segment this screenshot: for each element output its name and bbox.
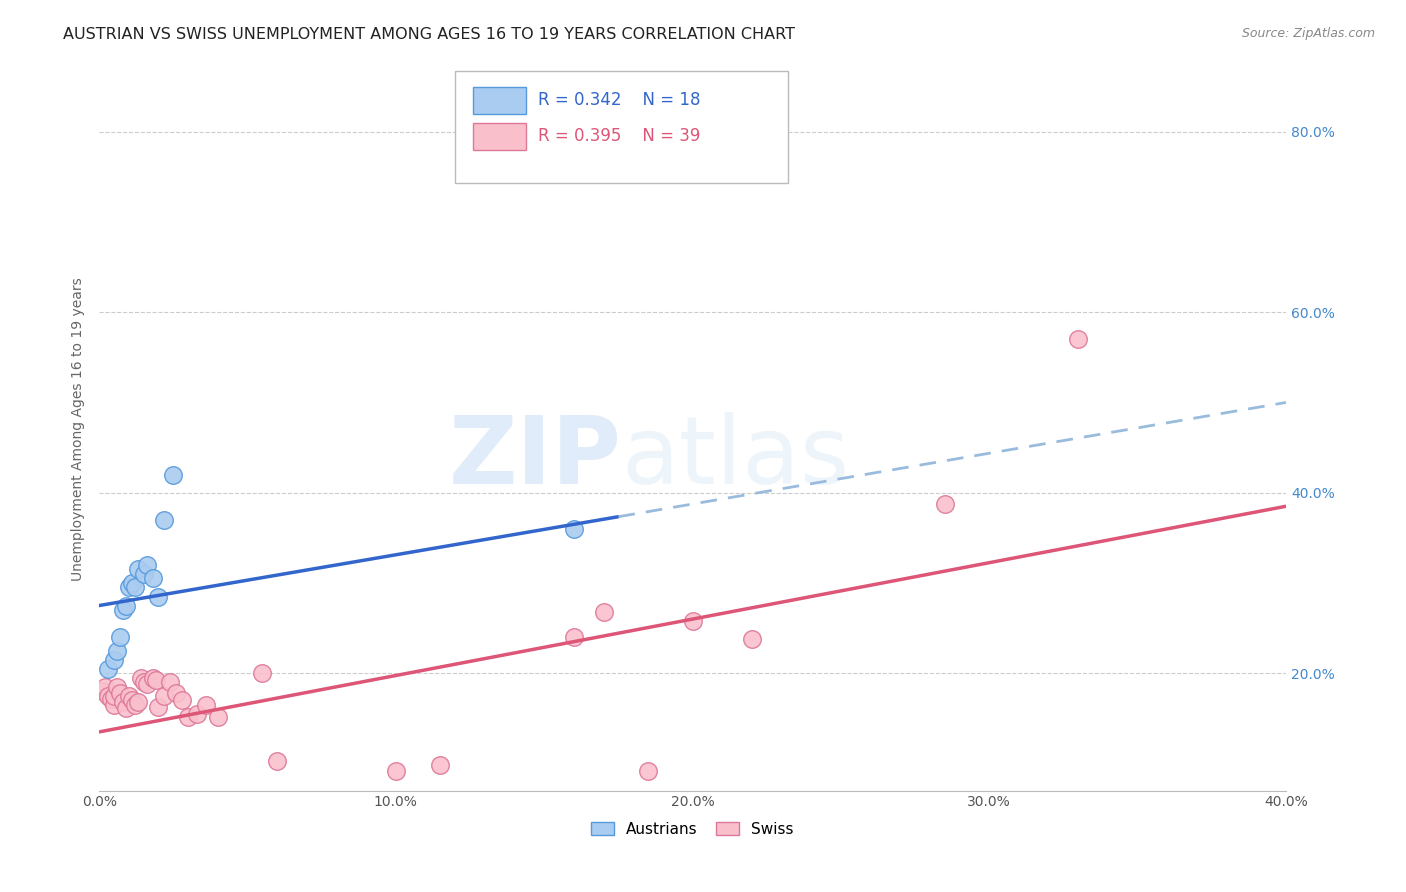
Point (252, 666, 274, 681)
Point (562, 630, 585, 644)
Point (103, 689, 125, 703)
Point (118, 581, 141, 595)
Text: Source: ZipAtlas.com: Source: ZipAtlas.com (1241, 27, 1375, 40)
Point (121, 576, 143, 591)
Text: ZIP: ZIP (449, 412, 621, 505)
Point (103, 653, 125, 667)
Point (111, 603, 134, 617)
Point (682, 125, 704, 139)
Point (177, 709, 200, 723)
Point (132, 675, 155, 690)
Point (121, 693, 143, 707)
Point (127, 562, 149, 576)
FancyBboxPatch shape (472, 87, 526, 114)
Point (135, 558, 157, 572)
Point (562, 522, 585, 536)
Legend: Austrians, Swiss: Austrians, Swiss (583, 814, 801, 845)
Point (97, 662, 120, 676)
Point (148, 699, 170, 714)
Text: R = 0.395    N = 39: R = 0.395 N = 39 (538, 127, 700, 145)
Point (934, 497, 956, 511)
Point (1067, 332, 1090, 346)
Point (153, 689, 176, 703)
Point (194, 698, 217, 712)
Point (108, 686, 131, 700)
Point (186, 706, 208, 721)
Point (266, 754, 288, 768)
Point (105, 680, 128, 694)
Point (145, 673, 167, 688)
Point (165, 686, 187, 700)
Text: AUSTRIAN VS SWISS UNEMPLOYMENT AMONG AGES 16 TO 19 YEARS CORRELATION CHART: AUSTRIAN VS SWISS UNEMPLOYMENT AMONG AGE… (63, 27, 796, 42)
Point (129, 671, 152, 685)
Point (741, 632, 763, 646)
Point (105, 643, 128, 657)
Point (207, 709, 229, 723)
FancyBboxPatch shape (472, 123, 526, 150)
Point (141, 671, 163, 685)
Point (141, 572, 163, 586)
Point (162, 467, 184, 482)
Point (91, 684, 114, 698)
Point (124, 581, 146, 595)
Y-axis label: Unemployment Among Ages 16 to 19 years: Unemployment Among Ages 16 to 19 years (72, 277, 86, 582)
Point (97, 689, 120, 703)
Point (592, 605, 614, 619)
Point (100, 691, 122, 706)
Text: atlas: atlas (621, 412, 849, 505)
Point (148, 590, 170, 604)
Point (108, 630, 131, 644)
Point (135, 677, 157, 691)
Point (682, 614, 704, 628)
Point (429, 758, 451, 772)
Point (153, 513, 176, 527)
Point (103, 698, 125, 712)
Point (172, 693, 194, 707)
Point (127, 695, 149, 709)
Point (132, 566, 155, 581)
Point (111, 695, 134, 709)
Point (385, 764, 408, 778)
Point (159, 675, 181, 690)
Point (114, 599, 136, 613)
Point (114, 700, 136, 714)
Point (124, 698, 146, 712)
Text: R = 0.342    N = 18: R = 0.342 N = 18 (538, 91, 700, 109)
Point (637, 764, 659, 778)
Point (118, 689, 141, 703)
FancyBboxPatch shape (456, 70, 787, 183)
Point (94, 680, 117, 694)
